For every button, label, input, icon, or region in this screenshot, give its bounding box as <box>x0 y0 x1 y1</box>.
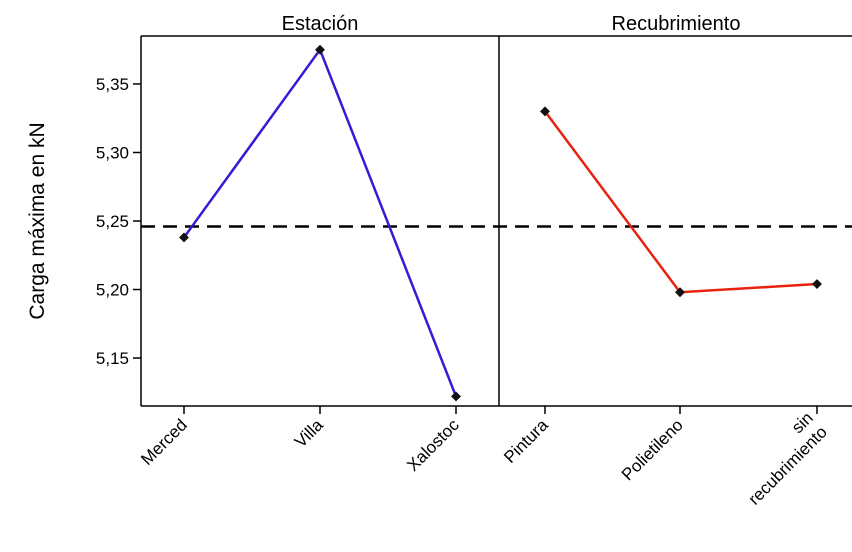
plot-frame <box>140 35 852 407</box>
data-point <box>675 287 685 298</box>
x-category-label: Villa <box>291 415 327 451</box>
y-tick-label: 5,25 <box>96 212 129 231</box>
data-point <box>179 232 189 243</box>
x-category-labels: Merced Villa Xalostoc Pintura Polietileno sin… <box>137 406 831 509</box>
y-tick-label: 5,20 <box>96 281 129 300</box>
x-category-label: Polietileno <box>618 415 687 484</box>
x-category-label: Merced <box>137 415 191 469</box>
y-tick-label: 5,35 <box>96 75 129 94</box>
data-point <box>812 279 822 289</box>
series-line-1 <box>543 110 818 294</box>
panel-title-estacion: Estación <box>282 13 359 35</box>
data-point <box>451 391 461 402</box>
y-axis-title: Carga máxima en kN <box>26 122 49 319</box>
x-category-label: Pintura <box>500 415 552 467</box>
x-category-label: Xalostoc <box>403 415 463 475</box>
series-line-0 <box>182 47 458 397</box>
series-group <box>179 44 822 402</box>
panel-title-recubrimiento: Recubrimiento <box>612 13 741 35</box>
y-tick-label: 5,15 <box>96 349 129 368</box>
y-tick-label: 5,30 <box>96 143 129 162</box>
data-point <box>540 106 550 117</box>
x-category-label: sinrecubrimiento <box>730 408 830 508</box>
y-ticks: 5,15 5,20 5,25 5,30 5,35 <box>96 75 141 368</box>
